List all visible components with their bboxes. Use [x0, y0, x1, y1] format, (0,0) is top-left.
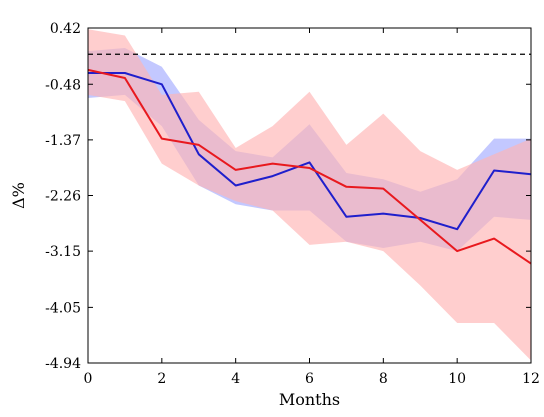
confidence-bands — [88, 29, 531, 361]
y-tick-label: -0.48 — [45, 77, 81, 93]
x-axis-title: Months — [279, 390, 340, 409]
series-2-band — [88, 29, 531, 361]
x-tick-label: 8 — [379, 371, 388, 387]
series-2-line — [87, 68, 532, 265]
x-tick-label: 4 — [231, 371, 240, 387]
y-tick-label: -1.37 — [45, 133, 81, 149]
series-lines — [87, 68, 532, 265]
x-tick-label: 12 — [522, 371, 540, 387]
x-tick-label: 6 — [305, 371, 314, 387]
y-tick-label: -4.94 — [45, 356, 81, 372]
x-tick-label: 2 — [157, 371, 166, 387]
y-axis-title: Δ% — [9, 182, 28, 209]
axis-ticks: 0 2 4 6 8 10 12 0.42 -0.48 -1.37 -2.26 -3.15 -4.05 -4… — [45, 21, 540, 387]
y-tick-label: -3.15 — [45, 244, 81, 260]
y-tick-label: -4.05 — [45, 300, 81, 316]
series-1-line — [88, 72, 532, 231]
x-tick-label: 0 — [84, 371, 93, 387]
y-tick-label: 0.42 — [50, 21, 81, 37]
x-tick-label: 10 — [448, 371, 466, 387]
y-tick-label: -2.26 — [45, 189, 81, 205]
